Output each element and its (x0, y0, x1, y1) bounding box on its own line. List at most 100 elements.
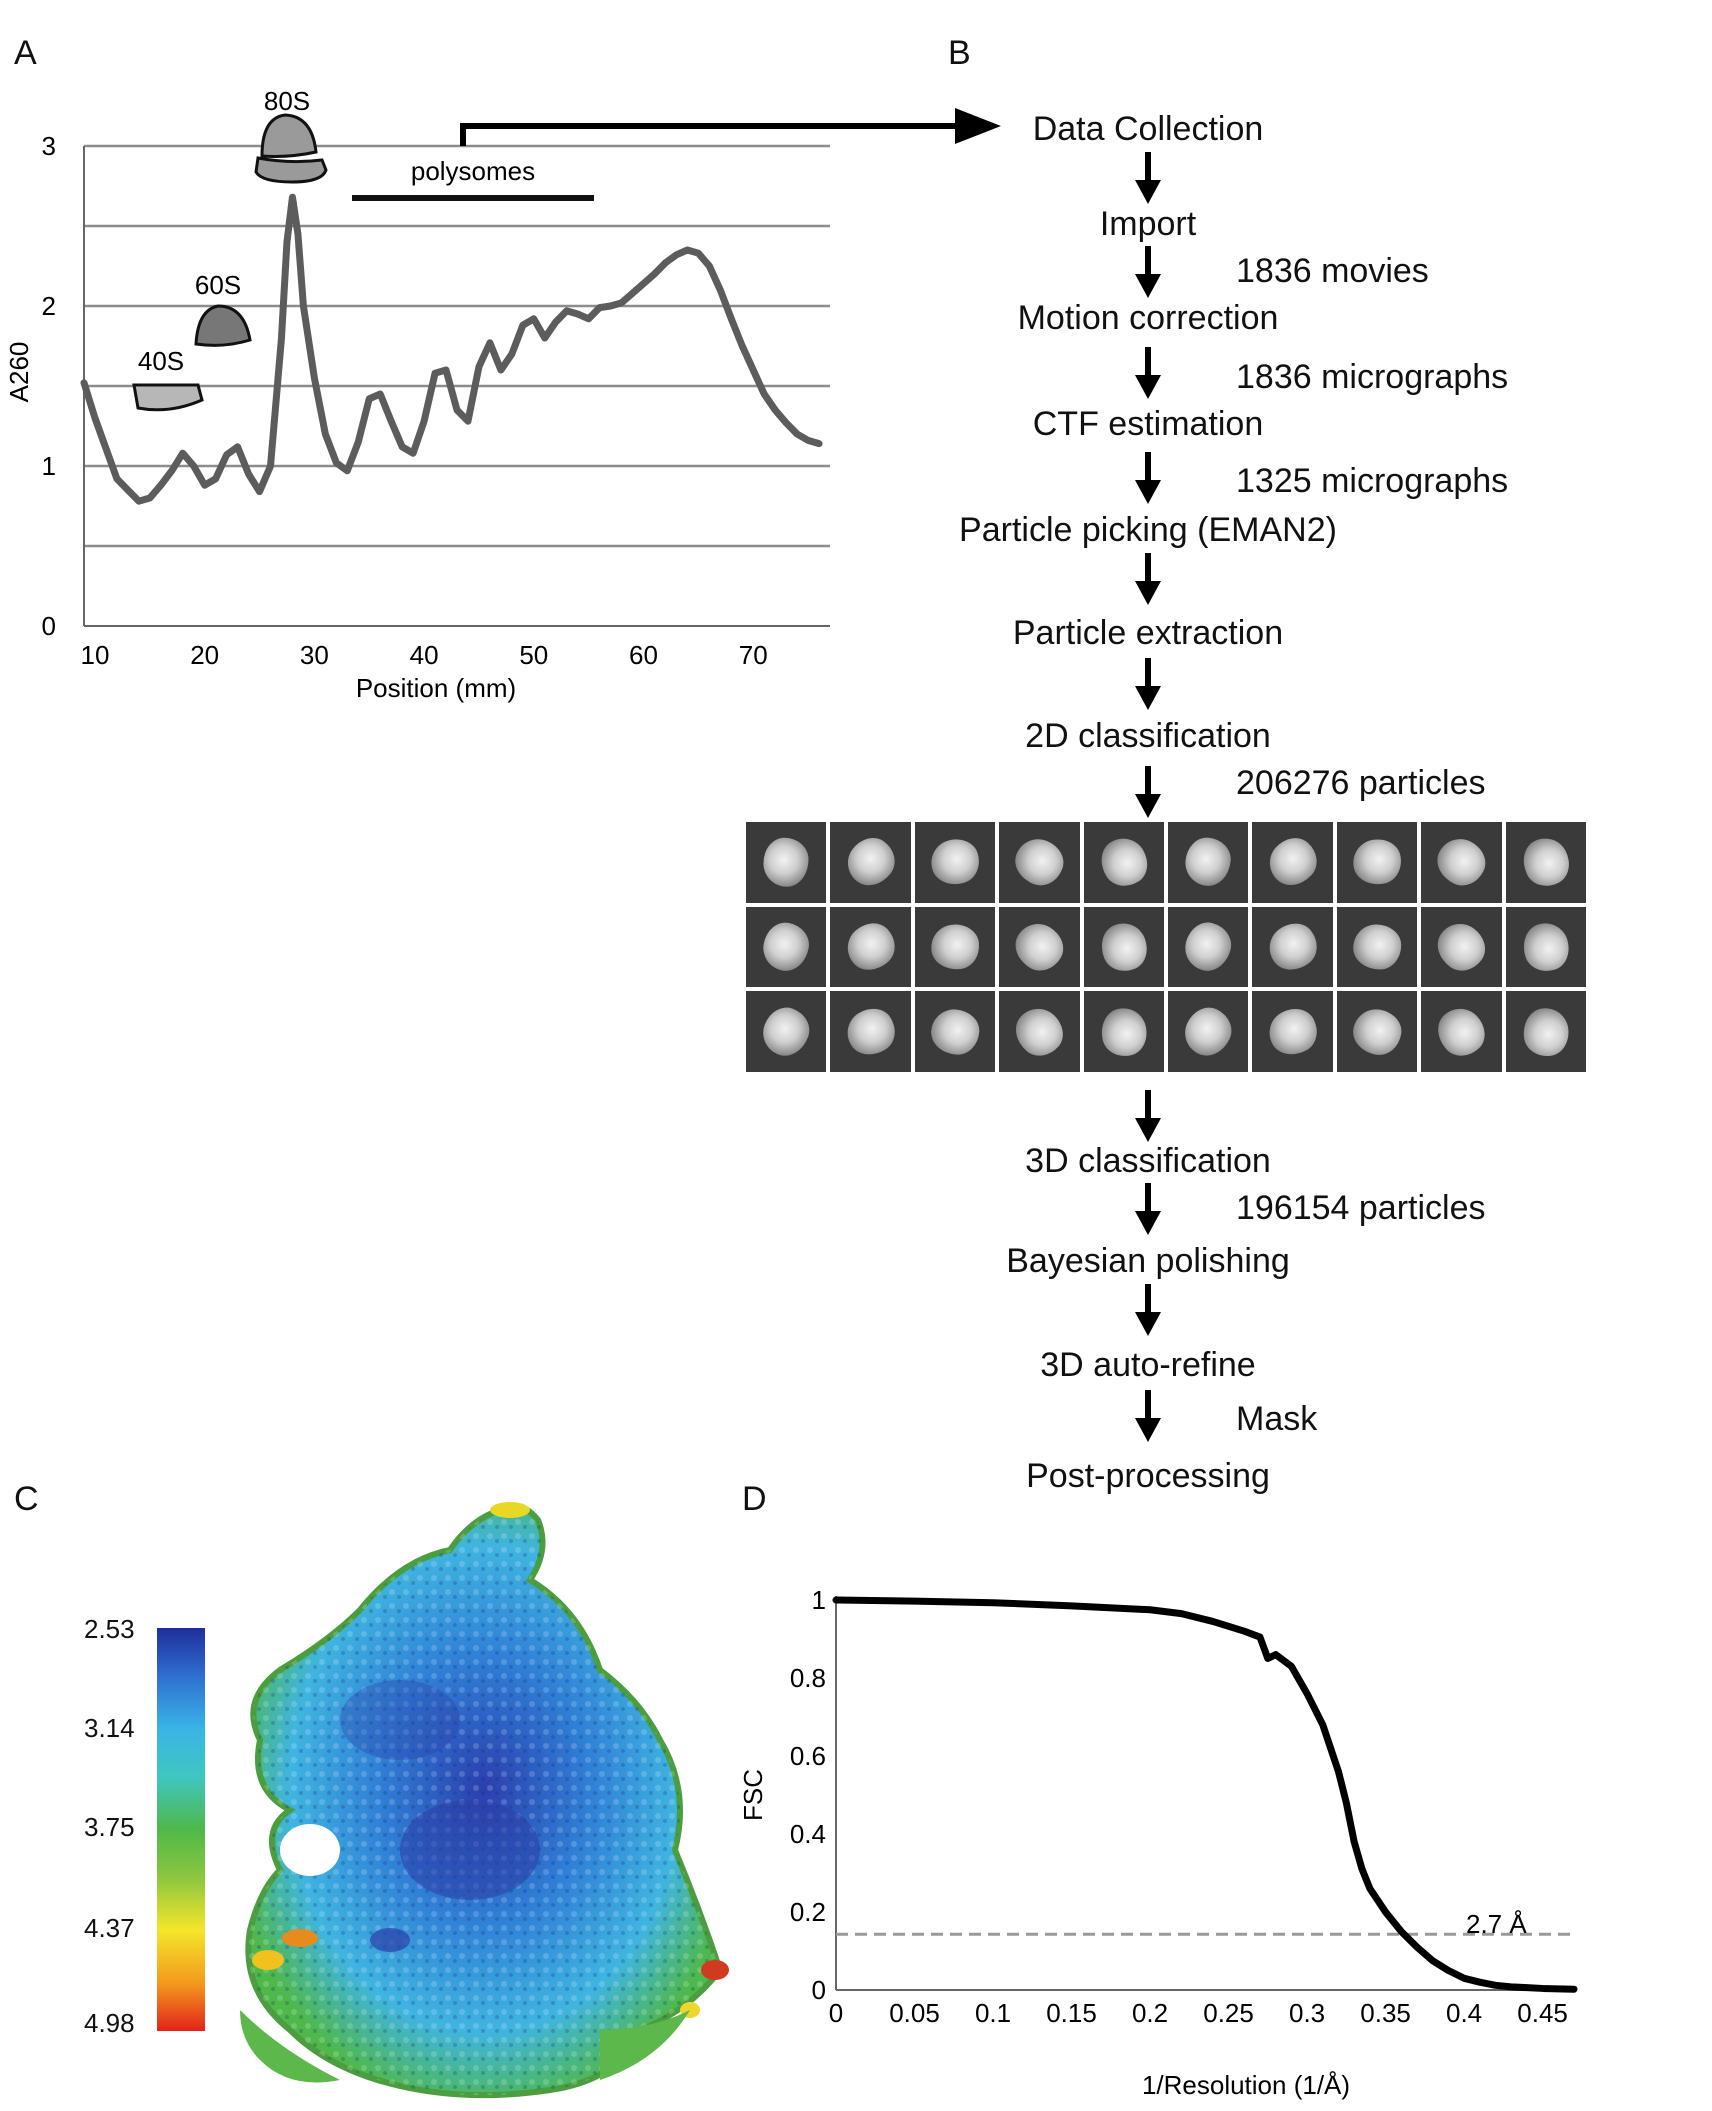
class-average-image (914, 991, 996, 1072)
polysome-profile-chart: 10 20 30 40 50 60 70 0 1 2 3 40S 60S 80S polysomes… (4, 86, 830, 703)
x-tick-label: 0 (829, 1998, 843, 2028)
panel-label-c: C (14, 1480, 39, 1518)
class-average-image (999, 991, 1080, 1072)
class-average-image (999, 822, 1080, 903)
x-tick-label: 0.15 (1046, 1998, 1097, 2028)
x-tick-label: 0.1 (975, 1998, 1011, 2028)
ribosome-density-map (240, 1502, 729, 2099)
x-tick-label: 50 (519, 640, 548, 670)
class-average-image (914, 822, 996, 903)
x-tick-label: 60 (629, 640, 658, 670)
y-tick-label: 0.4 (790, 1819, 826, 1849)
class-average-image (1168, 991, 1249, 1072)
class-average-image (1336, 822, 1418, 903)
down-arrow-icon (1135, 1090, 1161, 1142)
y-tick-label: 3 (42, 131, 56, 161)
x-tick-label: 0.25 (1203, 1998, 1254, 2028)
class-average-image (1083, 991, 1164, 1072)
class-average-image (1505, 906, 1586, 988)
label-60s: 60S (195, 270, 241, 300)
x-tick-label: 0.35 (1360, 1998, 1411, 2028)
colorbar-tick: 4.37 (84, 1913, 135, 1943)
x-tick-label: 20 (190, 640, 219, 670)
step-data-collection: Data Collection (1032, 110, 1264, 148)
class-average-image (830, 906, 911, 988)
x-tick-label: 40 (410, 640, 439, 670)
y-tick-label: 0.6 (790, 1741, 826, 1771)
polysomes-to-collection-arrow (460, 108, 1001, 146)
tick-labels: 10 20 30 40 50 60 70 0 1 2 3 (42, 131, 768, 670)
y-tick-label: 0 (812, 1975, 826, 2005)
y-tick-label: 0 (42, 611, 56, 641)
step-motion-correction: Motion correction (1017, 299, 1279, 337)
down-arrow-icon (1135, 1183, 1161, 1235)
x-tick-label: 30 (300, 640, 329, 670)
step-post-processing: Post-processing (1026, 1457, 1270, 1495)
x-tick-label: 0.4 (1446, 1998, 1482, 2028)
step-2d-classification: 2D classification (1025, 717, 1271, 755)
note-micrographs-1: 1836 micrographs (1236, 358, 1509, 396)
step-particle-extraction: Particle extraction (1012, 614, 1284, 652)
down-arrow-icon (1135, 347, 1161, 399)
class-average-image (1505, 822, 1586, 903)
series (832, 1596, 1578, 1993)
note-movies: 1836 movies (1236, 252, 1429, 290)
2d-class-averages (746, 822, 1586, 1072)
axes (835, 1596, 1574, 1991)
class-average-image (1505, 991, 1586, 1072)
note-micrographs-2: 1325 micrographs (1236, 462, 1509, 500)
class-average-image (746, 991, 827, 1072)
note-particles-2: 196154 particles (1236, 1189, 1486, 1227)
panel-label-d: D (742, 1480, 767, 1518)
class-average-image (1336, 991, 1418, 1072)
tick-labels: 0 0.05 0.1 0.15 0.2 0.25 0.3 0.35 0.4 0.45 0 0.2 0.4… (790, 1585, 1568, 2028)
local-resolution-colorbar (157, 1628, 205, 2031)
class-average-image (1083, 906, 1164, 988)
down-arrow-icon (1135, 766, 1161, 818)
down-arrow-icon (1135, 1284, 1161, 1336)
class-average-image (1421, 822, 1502, 903)
note-particles-1: 206276 particles (1236, 764, 1486, 802)
class-average-image (830, 991, 911, 1072)
x-tick-label: 0.45 (1517, 1998, 1568, 2028)
absorbance-trace (80, 193, 823, 505)
y-axis-label: A260 (4, 342, 34, 403)
class-average-image (1336, 906, 1418, 988)
label-polysomes: polysomes (411, 156, 535, 186)
colorbar-tick: 3.14 (84, 1713, 135, 1743)
class-average-image (746, 906, 827, 988)
class-average-image (830, 822, 911, 903)
step-bayesian-polishing: Bayesian polishing (1006, 1242, 1290, 1280)
down-arrow-icon (1135, 658, 1161, 710)
threshold-label: 2.7 Å (1466, 1909, 1527, 1939)
class-average-image (1168, 822, 1249, 903)
down-arrow-icon (1135, 452, 1161, 504)
y-tick-label: 0.2 (790, 1897, 826, 1927)
note-mask: Mask (1236, 1400, 1318, 1438)
fsc-curve (832, 1596, 1578, 1993)
label-80s: 80S (264, 86, 310, 116)
down-arrow-icon (1135, 553, 1161, 605)
down-arrow-icon (1135, 246, 1161, 298)
fsc-curve-chart: 0 0.05 0.1 0.15 0.2 0.25 0.3 0.35 0.4 0.45 0 0.2 0.4… (740, 1585, 1578, 2100)
ribosome-60s-icon (194, 304, 252, 347)
class-average-image (1421, 906, 1502, 988)
grid-lines (84, 144, 830, 548)
step-particle-picking: Particle picking (EMAN2) (959, 511, 1337, 549)
class-average-image (1421, 991, 1502, 1072)
ribosome-40s-icon (132, 383, 204, 412)
panel-label-b: B (948, 34, 971, 72)
x-tick-label: 0.2 (1132, 1998, 1168, 2028)
down-arrow-icon (1135, 152, 1161, 204)
colorbar-tick: 4.98 (84, 2008, 135, 2038)
class-average-image (1168, 906, 1249, 988)
step-3d-classification: 3D classification (1025, 1142, 1271, 1180)
class-average-image (746, 822, 827, 903)
y-tick-label: 0.8 (790, 1663, 826, 1693)
panel-label-a: A (14, 34, 37, 72)
colorbar-tick: 2.53 (84, 1614, 135, 1644)
y-tick-label: 1 (812, 1585, 826, 1615)
x-axis-label: 1/Resolution (1/Å) (1142, 2070, 1350, 2100)
class-average-image (1083, 822, 1164, 903)
x-tick-label: 10 (81, 640, 110, 670)
